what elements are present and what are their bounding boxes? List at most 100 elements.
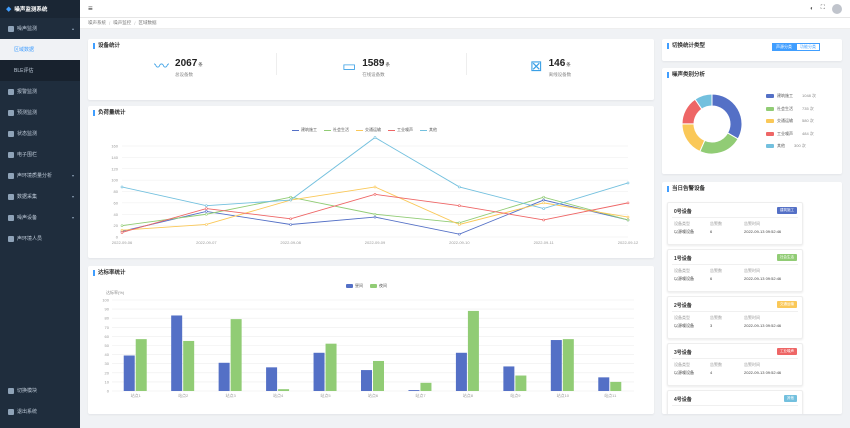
bar[interactable] <box>467 310 479 391</box>
y-tick-label: 90 <box>105 307 110 312</box>
stat-unit: 条 <box>198 62 203 67</box>
alarm-device-name: 0号设备 <box>674 209 692 215</box>
bar[interactable] <box>373 360 384 391</box>
legend-item[interactable]: 其他 <box>420 127 437 133</box>
bar[interactable] <box>230 319 242 391</box>
avatar[interactable] <box>832 3 842 14</box>
bar[interactable] <box>503 366 515 391</box>
bar[interactable] <box>325 343 337 391</box>
bar[interactable] <box>598 377 610 391</box>
theme-icon[interactable]: ◐ <box>810 5 814 12</box>
data-point <box>458 223 461 226</box>
pie-slice[interactable] <box>681 123 706 153</box>
bar[interactable] <box>610 381 622 391</box>
bar[interactable] <box>278 389 290 391</box>
category-badge: 社会生活 <box>777 254 797 261</box>
y-tick-label: 0 <box>107 389 110 394</box>
fullscreen-icon[interactable]: ⛶ <box>820 5 825 11</box>
forecast-icon <box>8 109 14 116</box>
divider <box>672 311 798 312</box>
sidebar-bottom-item[interactable]: 退出系统 <box>0 401 80 422</box>
bar[interactable] <box>408 390 420 391</box>
bar[interactable] <box>135 339 147 391</box>
alarm-device-item[interactable]: 4号设备 其他 <box>667 390 803 414</box>
collect-icon <box>8 193 14 200</box>
y-tick-label: 100 <box>102 298 109 303</box>
sidebar-item[interactable]: 电子围栏 <box>0 144 80 165</box>
alarm-device-item[interactable]: 2号设备 交通运输 设备类型 以源噪设备 告警数 3 告警时间 2022-09-13 09:5… <box>667 296 803 339</box>
legend-item[interactable]: 建筑施工 1048 次 <box>766 90 816 103</box>
sidebar-item[interactable]: 声环境质量分析 ▾ <box>0 165 80 186</box>
divider <box>672 405 798 406</box>
toggle-option-function[interactable]: 功能分类 <box>796 43 820 51</box>
alarm-device-item[interactable]: 3号设备 工业噪声 设备类型 以源噪设备 告警数 4 告警时间 2022-09-13 09:5… <box>667 343 803 386</box>
menu-toggle-icon[interactable]: ≡ <box>88 4 93 13</box>
stat-label: 离线设备数 <box>548 72 572 77</box>
bar[interactable] <box>455 352 467 391</box>
sidebar-item[interactable]: 状态监测 <box>0 123 80 144</box>
legend-line-icon <box>356 129 363 131</box>
legend-item[interactable]: 其他 300 次 <box>766 140 816 153</box>
legend-line-icon <box>324 129 331 131</box>
legend-item[interactable]: 昼间 <box>346 283 363 289</box>
pie-slice[interactable] <box>711 93 743 140</box>
legend-item[interactable]: 交通运输 580 次 <box>766 115 816 128</box>
legend-label: 其他 <box>429 127 437 132</box>
bar[interactable] <box>550 340 562 391</box>
sidebar-item-label: 声环境人员 <box>17 236 43 242</box>
x-tick-label: 2022-09-12 <box>618 240 639 245</box>
data-point <box>373 215 377 219</box>
legend-item[interactable]: 工业噪声 <box>388 127 413 133</box>
sidebar-item[interactable]: 区域数据 <box>0 39 80 60</box>
card-title: 达标率统计 <box>93 270 126 276</box>
sidebar-item[interactable]: 声环境人员 <box>0 228 80 249</box>
breadcrumb-item[interactable]: 噪声系统 <box>88 20 106 25</box>
data-point <box>289 223 292 226</box>
data-point <box>542 218 545 222</box>
legend-item[interactable]: 夜间 <box>370 283 387 289</box>
sidebar-item[interactable]: 噪声监测 ▴ <box>0 18 80 39</box>
sidebar-item[interactable]: 报警监测 <box>0 81 80 102</box>
legend-item[interactable]: 社会生活 <box>324 127 349 133</box>
bar[interactable] <box>266 367 278 391</box>
sidebar-item-label: 预测监测 <box>17 110 38 116</box>
legend-line-icon <box>292 129 299 131</box>
bar[interactable] <box>361 370 372 391</box>
bar[interactable] <box>183 340 195 391</box>
bar[interactable] <box>420 382 432 391</box>
y-tick-label: 100 <box>111 178 118 183</box>
sidebar-item[interactable]: 噪声设备 ▾ <box>0 207 80 228</box>
alarm-device-item[interactable]: 1号设备 社会生活 设备类型 以源噪设备 告警数 6 告警时间 2022-09-13 09:5… <box>667 249 803 292</box>
divider <box>672 264 798 265</box>
bar[interactable] <box>123 355 135 391</box>
sidebar-item[interactable]: 数据采集 ▾ <box>0 186 80 207</box>
breadcrumb-separator: / <box>134 20 136 26</box>
bar[interactable] <box>313 352 325 391</box>
category-badge: 工业噪声 <box>777 348 797 355</box>
sidebar-item[interactable]: 预测监测 <box>0 102 80 123</box>
stat-value: 1589 <box>362 58 385 69</box>
breadcrumb-item[interactable]: 噪声监控 <box>113 20 132 25</box>
bar[interactable] <box>515 375 527 391</box>
bar[interactable] <box>218 362 230 391</box>
data-point <box>626 201 630 205</box>
sidebar-item[interactable]: BLE评估 <box>0 60 80 81</box>
legend-label: 交通运输 <box>777 118 793 124</box>
bar[interactable] <box>171 315 183 391</box>
sidebar-bottom-item[interactable]: 切换模块 <box>0 380 80 401</box>
legend-label: 建筑施工 <box>301 127 317 132</box>
legend-item[interactable]: 工业噪声 484 次 <box>766 128 816 141</box>
y-tick-label: 20 <box>105 370 110 375</box>
legend-item[interactable]: 交通运输 <box>356 127 381 133</box>
alarm-device-item[interactable]: 0号设备 建筑施工 设备类型 以源噪设备 告警数 6 告警时间 2022-09-13 09:5… <box>667 202 803 245</box>
pie-slice[interactable] <box>694 93 713 110</box>
pie-legend: 建筑施工 1048 次社会生活 735 次交通运输 580 次工业噪声 484 次其他 3… <box>766 90 816 153</box>
toggle-option-source[interactable]: 声源分类 <box>772 43 796 51</box>
bar[interactable] <box>562 339 574 391</box>
legend-item[interactable]: 建筑施工 <box>292 127 317 133</box>
data-point <box>542 195 545 199</box>
legend-label: 夜间 <box>379 283 387 288</box>
legend-item[interactable]: 社会生活 735 次 <box>766 103 816 116</box>
pie-slice[interactable] <box>699 132 739 155</box>
x-tick-label: 站点9 <box>510 392 521 398</box>
